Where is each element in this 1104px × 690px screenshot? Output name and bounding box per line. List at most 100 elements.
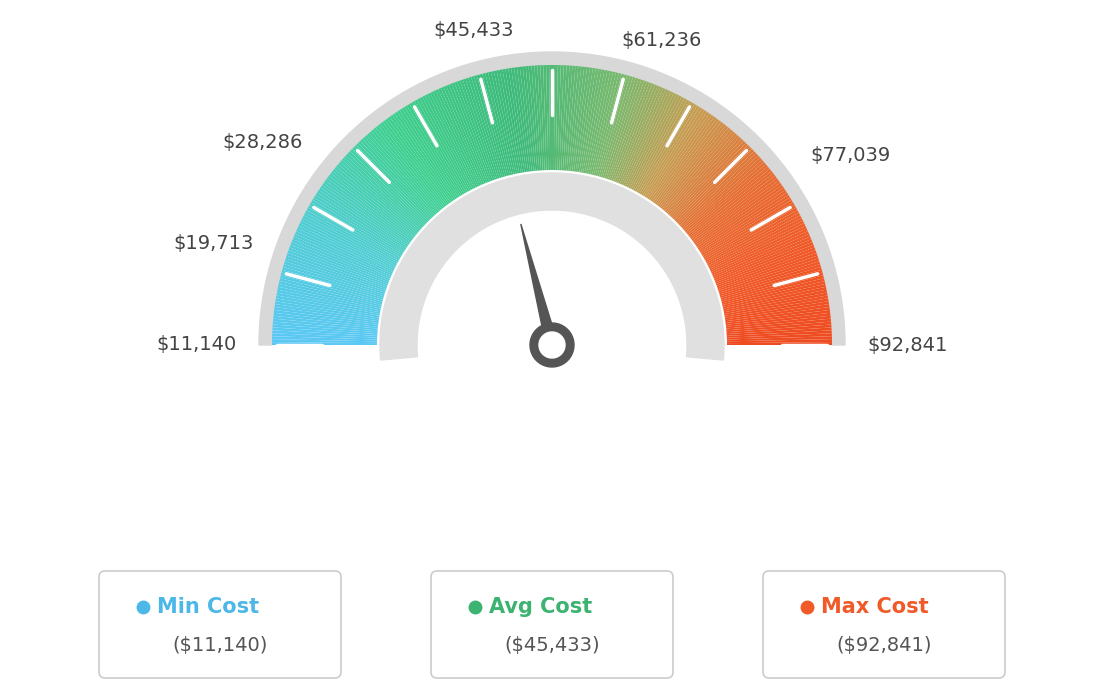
- Polygon shape: [373, 128, 442, 210]
- Polygon shape: [700, 195, 790, 253]
- Polygon shape: [615, 83, 655, 182]
- Polygon shape: [569, 66, 582, 171]
- Polygon shape: [725, 313, 830, 326]
- Polygon shape: [287, 253, 386, 289]
- Polygon shape: [654, 117, 716, 204]
- Polygon shape: [275, 302, 379, 319]
- Polygon shape: [555, 65, 561, 170]
- Polygon shape: [477, 75, 507, 177]
- Polygon shape: [272, 339, 378, 343]
- Polygon shape: [726, 339, 832, 343]
- Polygon shape: [664, 129, 733, 211]
- Polygon shape: [417, 210, 687, 345]
- Polygon shape: [645, 107, 702, 197]
- Polygon shape: [576, 68, 593, 172]
- Polygon shape: [726, 333, 831, 339]
- Polygon shape: [712, 234, 810, 277]
- Polygon shape: [283, 267, 384, 298]
- FancyBboxPatch shape: [431, 571, 673, 678]
- Polygon shape: [721, 270, 822, 299]
- Polygon shape: [320, 185, 408, 246]
- Polygon shape: [728, 342, 832, 345]
- Polygon shape: [354, 145, 429, 221]
- Polygon shape: [625, 90, 671, 187]
- Polygon shape: [702, 202, 795, 257]
- Polygon shape: [711, 228, 808, 274]
- Polygon shape: [360, 139, 434, 217]
- Polygon shape: [312, 197, 403, 255]
- Polygon shape: [358, 141, 432, 219]
- Polygon shape: [597, 75, 627, 177]
- Polygon shape: [716, 248, 816, 286]
- Polygon shape: [311, 200, 402, 256]
- Polygon shape: [561, 66, 570, 170]
- Polygon shape: [375, 126, 444, 209]
- Polygon shape: [574, 67, 590, 172]
- Polygon shape: [449, 83, 489, 182]
- Polygon shape: [681, 155, 760, 228]
- Polygon shape: [277, 290, 381, 312]
- Polygon shape: [362, 137, 435, 216]
- Text: ($11,140): ($11,140): [172, 636, 267, 655]
- Polygon shape: [705, 210, 799, 262]
- Polygon shape: [586, 70, 611, 174]
- Polygon shape: [277, 287, 381, 310]
- Polygon shape: [720, 267, 821, 298]
- Polygon shape: [657, 120, 721, 206]
- FancyBboxPatch shape: [99, 571, 341, 678]
- Polygon shape: [397, 110, 457, 199]
- Polygon shape: [329, 173, 414, 239]
- Polygon shape: [381, 122, 446, 207]
- Polygon shape: [273, 328, 378, 336]
- Polygon shape: [526, 66, 538, 171]
- Polygon shape: [274, 310, 379, 325]
- Polygon shape: [720, 264, 821, 296]
- Polygon shape: [687, 166, 769, 235]
- Polygon shape: [285, 259, 385, 293]
- Polygon shape: [577, 68, 596, 172]
- Polygon shape: [683, 160, 764, 230]
- Polygon shape: [583, 70, 605, 173]
- Polygon shape: [658, 122, 723, 207]
- Polygon shape: [301, 218, 396, 267]
- Polygon shape: [346, 153, 424, 226]
- Polygon shape: [665, 131, 735, 213]
- Polygon shape: [422, 95, 473, 190]
- Polygon shape: [466, 78, 500, 179]
- Polygon shape: [636, 99, 690, 193]
- Polygon shape: [279, 278, 382, 305]
- Polygon shape: [316, 193, 405, 251]
- Polygon shape: [554, 65, 558, 170]
- Polygon shape: [543, 65, 549, 170]
- Polygon shape: [591, 72, 616, 175]
- Polygon shape: [482, 73, 510, 175]
- Polygon shape: [710, 223, 805, 270]
- Polygon shape: [404, 106, 461, 196]
- Polygon shape: [294, 234, 392, 277]
- Polygon shape: [290, 242, 390, 282]
- Polygon shape: [283, 264, 384, 296]
- FancyBboxPatch shape: [763, 571, 1005, 678]
- Polygon shape: [660, 126, 729, 209]
- Polygon shape: [259, 52, 845, 345]
- Polygon shape: [718, 256, 818, 291]
- Polygon shape: [563, 66, 573, 170]
- Polygon shape: [721, 273, 824, 302]
- Polygon shape: [364, 135, 436, 215]
- Polygon shape: [647, 110, 707, 199]
- Polygon shape: [282, 270, 383, 299]
- Polygon shape: [603, 77, 636, 178]
- Polygon shape: [508, 68, 527, 172]
- Polygon shape: [724, 295, 828, 316]
- Polygon shape: [646, 108, 704, 198]
- Polygon shape: [425, 95, 475, 189]
- Polygon shape: [631, 95, 682, 190]
- Polygon shape: [571, 66, 584, 171]
- Polygon shape: [502, 69, 523, 172]
- Polygon shape: [520, 66, 533, 171]
- Polygon shape: [289, 245, 389, 284]
- Polygon shape: [291, 239, 390, 281]
- Polygon shape: [707, 213, 800, 264]
- Polygon shape: [703, 205, 796, 259]
- Polygon shape: [716, 250, 817, 288]
